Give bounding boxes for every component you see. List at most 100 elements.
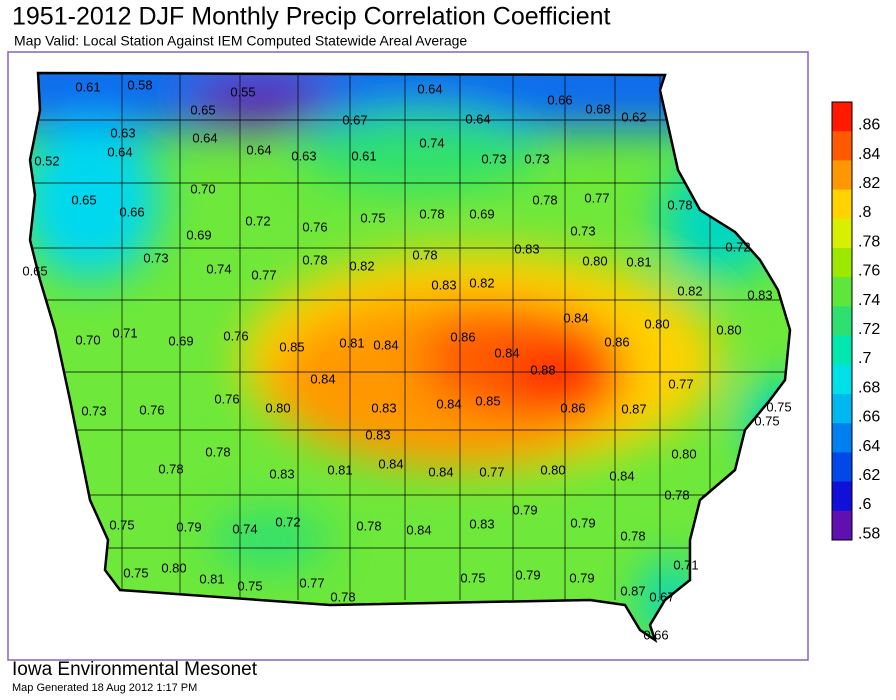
legend-swatch: [832, 160, 852, 191]
station-value: 0.74: [419, 135, 444, 150]
station-value: 0.83: [469, 516, 494, 531]
station-value: 0.84: [494, 345, 519, 360]
station-value: 0.84: [373, 337, 398, 352]
station-value: 0.85: [279, 339, 304, 354]
legend-label: .68: [858, 379, 880, 396]
station-value: 0.76: [139, 402, 164, 417]
station-value: 0.78: [620, 528, 645, 543]
station-value: 0.83: [514, 241, 539, 256]
station-value: 0.78: [532, 192, 557, 207]
station-value: 0.76: [214, 391, 239, 406]
station-value: 0.80: [671, 446, 696, 461]
station-value: 0.81: [626, 254, 651, 269]
station-value: 0.74: [232, 521, 257, 536]
legend-label: .76: [858, 263, 880, 280]
legend-label: .86: [858, 117, 880, 134]
station-value: 0.83: [431, 277, 456, 292]
station-value: 0.79: [515, 567, 540, 582]
station-value: 0.80: [716, 322, 741, 337]
station-value: 0.52: [34, 153, 59, 168]
station-value: 0.78: [667, 197, 692, 212]
legend-label: .74: [858, 292, 880, 309]
legend-label: .8: [858, 204, 871, 221]
station-value: 0.84: [406, 522, 431, 537]
legend-swatch: [832, 248, 852, 278]
station-value: 0.78: [419, 206, 444, 221]
station-value: 0.84: [436, 396, 461, 411]
station-value: 0.83: [371, 400, 396, 415]
station-value: 0.78: [205, 444, 230, 459]
station-value: 0.78: [356, 518, 381, 533]
station-value: 0.73: [570, 223, 595, 238]
station-value: 0.78: [330, 589, 355, 604]
legend-swatch: [832, 423, 852, 453]
station-value: 0.75: [123, 565, 148, 580]
legend-label: .7: [858, 350, 871, 367]
station-value: 0.77: [251, 267, 276, 282]
legend-swatch: [832, 306, 852, 337]
station-value: 0.81: [199, 571, 224, 586]
station-value: 0.75: [360, 210, 385, 225]
station-value: 0.81: [327, 462, 352, 477]
station-value: 0.58: [127, 77, 152, 92]
map-frame: [7, 51, 809, 661]
legend-label: .6: [858, 496, 871, 513]
station-value: 0.79: [512, 502, 537, 517]
station-value: 0.79: [176, 519, 201, 534]
legend-swatch: [832, 335, 852, 366]
station-value: 0.72: [275, 514, 300, 529]
station-value: 0.80: [161, 560, 186, 575]
station-value: 0.76: [223, 328, 248, 343]
station-value: 0.69: [168, 333, 193, 348]
footer-title: Iowa Environmental Mesonet: [12, 659, 258, 680]
station-value: 0.66: [547, 92, 572, 107]
station-labels: 0.61 0.58 0.55 0.64 0.66 0.68 0.62 0.65 0.67 0.64…: [22, 77, 791, 642]
legend-swatch: [832, 394, 852, 424]
station-value: 0.77: [479, 464, 504, 479]
legend-label: .64: [858, 438, 880, 455]
legend-swatch: [832, 510, 852, 541]
station-value: 0.82: [349, 258, 374, 273]
legend-swatch: [832, 102, 852, 132]
station-value: 0.70: [190, 181, 215, 196]
station-value: 0.75: [754, 413, 779, 428]
station-value: 0.73: [481, 151, 506, 166]
station-value: 0.71: [673, 557, 698, 572]
station-value: 0.69: [469, 206, 494, 221]
station-value: 0.68: [585, 101, 610, 116]
station-value: 0.77: [299, 575, 324, 590]
county-lines: [30, 73, 790, 600]
station-value: 0.75: [460, 570, 485, 585]
legend-label: .72: [858, 321, 880, 338]
station-value: 0.88: [530, 362, 555, 377]
station-value: 0.80: [644, 316, 669, 331]
station-value: 0.79: [569, 570, 594, 585]
station-value: 0.84: [563, 310, 588, 325]
station-value: 0.82: [469, 275, 494, 290]
legend-label: .62: [858, 467, 880, 484]
station-value: 0.78: [664, 487, 689, 502]
station-value: 0.77: [584, 190, 609, 205]
station-value: 0.66: [643, 627, 668, 642]
station-value: 0.78: [412, 247, 437, 262]
station-value: 0.86: [560, 400, 585, 415]
station-value: 0.64: [107, 144, 132, 159]
legend-swatch: [832, 189, 852, 220]
station-value: 0.80: [265, 400, 290, 415]
station-value: 0.67: [649, 589, 674, 604]
station-value: 0.67: [342, 112, 367, 127]
station-value: 0.73: [524, 151, 549, 166]
station-value: 0.64: [246, 142, 271, 157]
station-value: 0.80: [540, 462, 565, 477]
station-value: 0.70: [75, 332, 100, 347]
station-value: 0.83: [747, 287, 772, 302]
legend-label: .78: [858, 233, 880, 250]
station-value: 0.85: [475, 393, 500, 408]
station-value: 0.86: [604, 334, 629, 349]
station-value: 0.63: [110, 125, 135, 140]
legend-label: .82: [858, 175, 880, 192]
station-value: 0.72: [725, 239, 750, 254]
station-value: 0.61: [75, 79, 100, 94]
station-value: 0.83: [269, 466, 294, 481]
